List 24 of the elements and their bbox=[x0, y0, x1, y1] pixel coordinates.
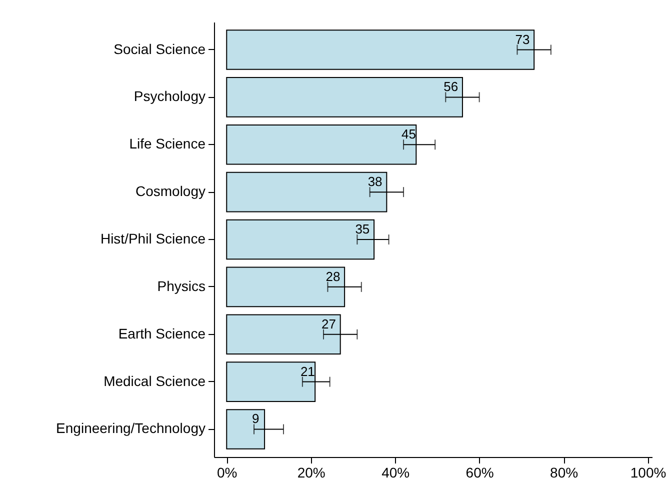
data-label: 45 bbox=[402, 126, 416, 142]
y-tick-label: Social Science bbox=[114, 40, 206, 57]
y-tick-label: Cosmology bbox=[135, 183, 206, 200]
data-label: 73 bbox=[515, 32, 530, 47]
x-tick-label: 0% bbox=[217, 464, 238, 480]
x-tick-label: 60% bbox=[466, 464, 494, 480]
x-tick-label: 40% bbox=[382, 464, 410, 480]
data-label: 38 bbox=[368, 174, 382, 190]
y-tick-label: Engineering/Technology bbox=[56, 420, 206, 436]
y-tick-label: Medical Science bbox=[104, 372, 206, 389]
x-tick-label: 80% bbox=[550, 464, 578, 480]
y-tick-label: Physics bbox=[157, 278, 206, 294]
data-label: 35 bbox=[355, 222, 370, 236]
x-tick-label: 20% bbox=[297, 464, 326, 480]
data-label: 56 bbox=[444, 79, 458, 94]
y-tick-label: Life Science bbox=[129, 136, 206, 152]
y-tick-label: Earth Science bbox=[118, 325, 206, 342]
data-label: 21 bbox=[300, 364, 315, 379]
data-label: 27 bbox=[322, 316, 336, 332]
data-label: 28 bbox=[326, 268, 340, 284]
y-tick-label: Hist/Phil Science bbox=[100, 230, 206, 246]
data-label: 9 bbox=[252, 411, 260, 426]
y-tick-label: Psychology bbox=[134, 88, 206, 104]
x-tick-label: 100% bbox=[630, 464, 666, 480]
